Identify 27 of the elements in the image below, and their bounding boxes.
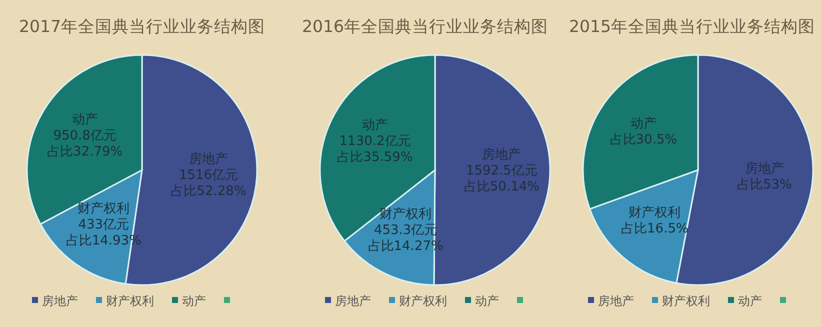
chart-title: 2015年全国典当行业业务结构图 <box>569 17 815 36</box>
chart-title: 2016年全国典当行业业务结构图 <box>302 17 548 36</box>
slice-label: 财产权利 <box>380 206 432 222</box>
legend-label: 财产权利 <box>399 294 447 308</box>
legend-label: 动产 <box>475 294 499 308</box>
legend-label: 动产 <box>738 294 762 308</box>
slice-label: 财产权利 <box>628 206 681 221</box>
legend-label: 房地产 <box>335 294 371 308</box>
data-label: 占比30.5% <box>610 132 678 148</box>
slice-label: 房地产 <box>189 150 228 167</box>
slice-label: 动产 <box>72 112 98 128</box>
data-label: 占比53% <box>736 177 792 192</box>
slice-label: 动产 <box>630 116 656 132</box>
legend-label: 房地产 <box>42 294 78 308</box>
legend-label: 房地产 <box>598 294 634 308</box>
legend-label: 财产权利 <box>106 294 154 308</box>
slice-label: 房地产 <box>482 146 522 162</box>
data-label: 1516亿元占比52.28% <box>170 168 246 199</box>
slice-label: 动产 <box>362 118 388 133</box>
legend-label: 财产权利 <box>662 294 710 308</box>
data-label: 950.8亿元占比32.79% <box>47 128 123 160</box>
data-label: 1592.5亿元占比50.14% <box>464 163 540 194</box>
legend-label: 动产 <box>182 294 206 308</box>
slice-label: 财产权利 <box>78 202 130 217</box>
chart-title: 2017年全国典当行业业务结构图 <box>19 17 265 36</box>
data-label: 1130.2亿元占比35.59% <box>337 134 413 165</box>
slice-label: 房地产 <box>744 160 784 176</box>
